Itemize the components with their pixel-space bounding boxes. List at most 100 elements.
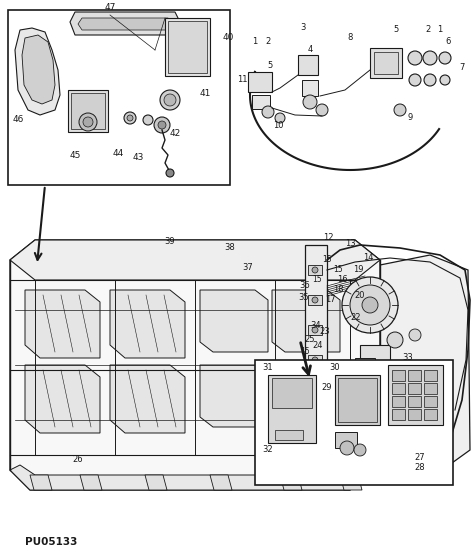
Circle shape [275,113,285,123]
Text: 29: 29 [343,383,353,393]
Bar [8,10,230,185]
Circle shape [312,417,318,423]
Bar [308,325,322,335]
Text: 7: 7 [459,64,465,72]
Text: 30: 30 [330,363,340,373]
Polygon shape [70,12,180,35]
Circle shape [164,94,176,106]
Bar [71,93,105,129]
Bar [338,378,377,422]
Polygon shape [78,18,172,30]
Text: 39: 39 [164,237,175,247]
Text: 27: 27 [415,385,425,394]
Circle shape [423,51,437,65]
Text: 3: 3 [301,23,306,33]
Bar [335,375,380,425]
Circle shape [166,169,174,177]
Bar [308,295,322,305]
Circle shape [143,115,153,125]
Text: 47: 47 [104,3,116,13]
Bar [335,432,357,448]
Text: 14: 14 [363,253,373,263]
Text: 8: 8 [347,34,353,43]
Text: 28: 28 [415,463,425,472]
Bar [424,383,437,394]
Text: 2: 2 [265,38,271,46]
Circle shape [408,51,422,65]
Circle shape [439,52,451,64]
Text: 44: 44 [112,149,124,158]
Circle shape [362,297,378,313]
Circle shape [342,277,398,333]
Polygon shape [272,290,340,352]
Circle shape [409,329,421,341]
Text: 20: 20 [355,290,365,300]
Polygon shape [340,475,362,490]
Circle shape [79,113,97,131]
Circle shape [312,297,318,303]
Circle shape [83,117,93,127]
Bar [392,370,405,381]
Circle shape [303,95,317,109]
Circle shape [340,441,354,455]
Bar [268,375,316,443]
Circle shape [154,117,170,133]
Bar [298,55,318,75]
Bar [408,409,421,420]
Text: 15: 15 [322,255,332,264]
Text: 1: 1 [438,25,443,34]
Circle shape [158,121,166,129]
Text: PU05133: PU05133 [25,537,77,547]
Bar [368,395,423,437]
Text: 18: 18 [333,285,343,295]
Text: 29: 29 [322,383,332,393]
Bar [408,396,421,407]
Text: 1: 1 [252,38,258,46]
Text: 11: 11 [237,76,247,85]
Circle shape [409,74,421,86]
Circle shape [354,444,366,456]
Bar [308,265,322,275]
Polygon shape [25,365,100,433]
Circle shape [394,104,406,116]
Bar [388,365,443,425]
Circle shape [312,387,318,393]
Bar [308,415,322,425]
Polygon shape [22,35,55,104]
Text: 46: 46 [12,116,24,124]
Polygon shape [200,290,268,352]
Text: 34: 34 [310,321,321,330]
Text: 25: 25 [305,336,315,345]
Bar [424,396,437,407]
Circle shape [312,357,318,363]
Bar [392,383,405,394]
Text: 35: 35 [299,294,310,302]
Polygon shape [110,365,185,433]
Bar [68,90,108,132]
Polygon shape [272,365,340,427]
Circle shape [387,332,403,348]
Polygon shape [30,475,52,490]
Circle shape [312,327,318,333]
Polygon shape [355,255,470,468]
Bar [272,378,312,408]
Polygon shape [110,290,185,358]
Text: 41: 41 [199,88,210,97]
Bar [374,52,398,74]
Circle shape [312,267,318,273]
Text: 13: 13 [345,238,356,248]
Circle shape [160,90,180,110]
Polygon shape [280,475,302,490]
Polygon shape [200,365,268,427]
Bar [372,399,419,433]
Bar [392,396,405,407]
Text: 15: 15 [300,347,310,357]
Text: 19: 19 [353,265,363,274]
Text: 17: 17 [325,295,335,305]
Text: 38: 38 [225,243,236,253]
Text: 5: 5 [267,61,273,70]
Bar [424,409,437,420]
Bar [408,383,421,394]
Polygon shape [10,455,380,490]
Polygon shape [10,240,380,280]
